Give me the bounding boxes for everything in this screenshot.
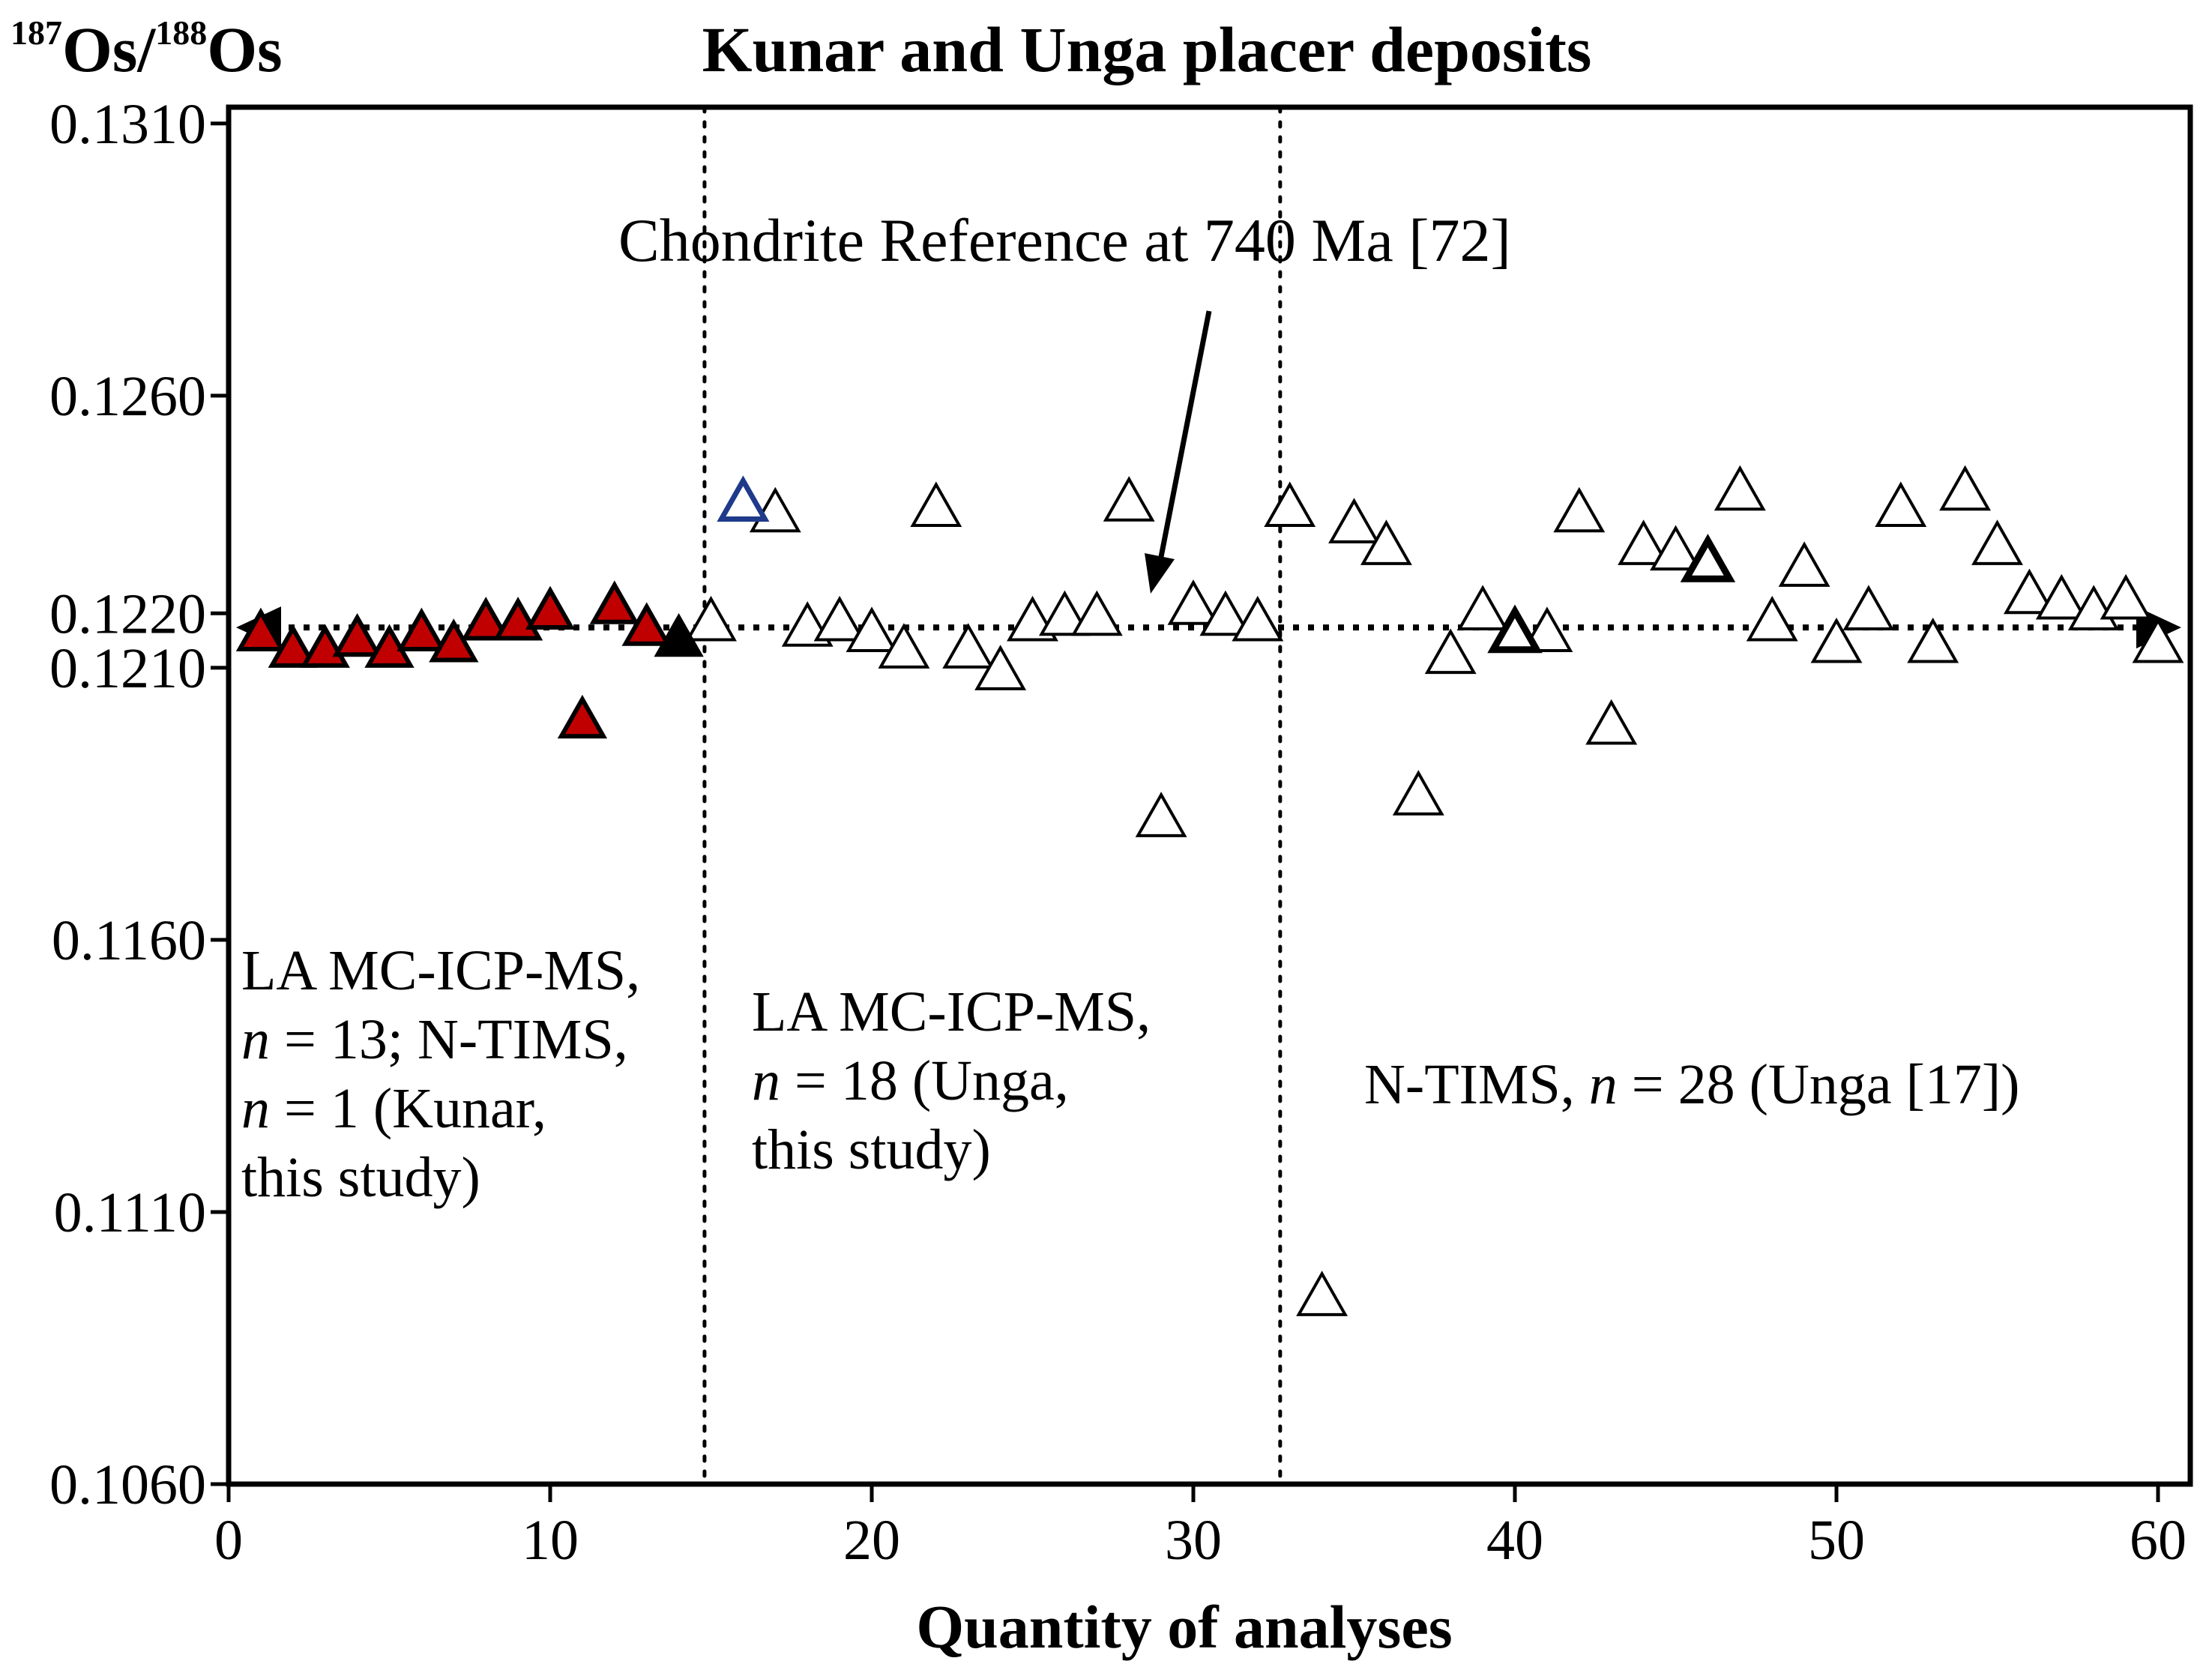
x-axis-label: Quantity of analyses <box>916 1593 1452 1661</box>
data-point-triangle <box>1907 617 1959 663</box>
data-point-triangle <box>268 624 318 668</box>
data-point-triangle <box>1680 534 1736 582</box>
x-tick-label: 50 <box>1808 1509 1865 1572</box>
region-dividers <box>702 105 1283 1486</box>
y-label-base1: Os/ <box>62 13 156 85</box>
data-point-triangle <box>1167 579 1220 625</box>
data-markers <box>235 465 2184 1316</box>
data-point-triangle <box>1746 595 1798 642</box>
y-axis-label: 187Os/188Os <box>10 13 283 85</box>
region2-annotation: LA MC-ICP-MS, n = 18 (Unga, this study) <box>752 980 1165 1181</box>
y-label-base2: Os <box>207 13 282 85</box>
data-point-triangle <box>1971 519 2023 565</box>
data-point-triangle <box>974 645 1027 690</box>
data-point-triangle <box>1650 525 1702 571</box>
y-tick-label: 0.1060 <box>49 1453 206 1516</box>
data-point-triangle <box>1521 606 1573 653</box>
data-point-triangle <box>1585 699 1638 745</box>
data-point-triangle <box>1714 465 1766 511</box>
data-point-triangle <box>1618 519 1670 565</box>
data-point-triangle <box>717 475 770 522</box>
data-point-triangle <box>813 595 866 642</box>
data-point-triangle <box>2132 617 2184 663</box>
data-point-triangle <box>621 602 672 646</box>
data-point-triangle <box>1456 585 1509 630</box>
y-label-sup2: 188 <box>155 13 207 52</box>
data-point-triangle <box>1939 465 1992 511</box>
data-point-triangle <box>654 612 704 657</box>
data-point-triangle <box>1296 1270 1348 1316</box>
plot-frame <box>226 104 2193 1487</box>
y-tick-label: 0.1310 <box>49 93 206 156</box>
region3-annotation: N-TIMS, n = 28 (Unga [17]) <box>1364 1053 2020 1116</box>
x-tick-label: 10 <box>522 1509 579 1572</box>
y-label-sup1: 187 <box>10 13 62 52</box>
data-point-triangle <box>2003 568 2055 615</box>
data-point-triangle <box>1842 585 1895 630</box>
x-tick-label: 0 <box>214 1509 243 1572</box>
data-point-triangle <box>235 607 286 652</box>
data-point-triangle <box>429 618 479 663</box>
chart-title: Kunar and Unga placer deposits <box>702 13 1592 85</box>
x-tick-label: 60 <box>2130 1509 2187 1572</box>
data-point-triangle <box>1424 628 1477 675</box>
data-point-triangle <box>557 694 608 739</box>
data-point-triangle <box>525 585 576 630</box>
data-point-triangle <box>1232 595 1284 642</box>
data-point-triangle <box>332 612 382 657</box>
data-point-triangle <box>1778 541 1830 587</box>
data-point-triangle <box>1487 604 1543 654</box>
data-point-triangle <box>1328 498 1380 543</box>
data-point-triangle <box>1360 519 1412 565</box>
data-point-triangle <box>1264 481 1316 528</box>
y-tick-label: 0.1260 <box>49 365 206 428</box>
data-point-triangle <box>942 623 995 669</box>
y-tick-label: 0.1210 <box>49 637 206 700</box>
reference-arrow <box>1145 310 1212 594</box>
reference-label: Chondrite Reference at 740 Ma [72] <box>618 206 1511 274</box>
y-tick-label: 0.1160 <box>52 909 206 972</box>
data-point-triangle <box>1875 481 1927 528</box>
data-point-triangle <box>1103 476 1155 522</box>
data-point-triangle <box>2100 573 2152 620</box>
data-point-triangle <box>910 481 962 528</box>
data-point-triangle <box>461 597 511 641</box>
data-point-triangle <box>685 595 737 642</box>
data-point-triangle <box>397 607 447 652</box>
data-point-triangle <box>1553 486 1606 533</box>
x-tick-label: 40 <box>1486 1509 1543 1572</box>
data-point-triangle <box>589 580 639 624</box>
data-point-triangle <box>1392 770 1444 816</box>
data-point-triangle <box>1070 590 1123 636</box>
data-point-triangle <box>1135 792 1187 837</box>
x-tick-label: 30 <box>1165 1509 1222 1572</box>
region1-annotation: LA MC-ICP-MS, n = 13; N-TIMS, n = 1 (Kun… <box>241 939 654 1209</box>
data-point-triangle <box>1810 617 1863 663</box>
y-tick-label: 0.1220 <box>49 582 206 645</box>
x-tick-label: 20 <box>843 1509 900 1572</box>
data-point-triangle <box>1199 590 1252 636</box>
data-point-triangle <box>846 606 898 653</box>
data-point-triangle <box>1038 590 1091 636</box>
y-tick-label: 0.1110 <box>54 1181 206 1244</box>
data-point-triangle <box>2035 573 2088 620</box>
data-point-triangle <box>878 623 930 669</box>
